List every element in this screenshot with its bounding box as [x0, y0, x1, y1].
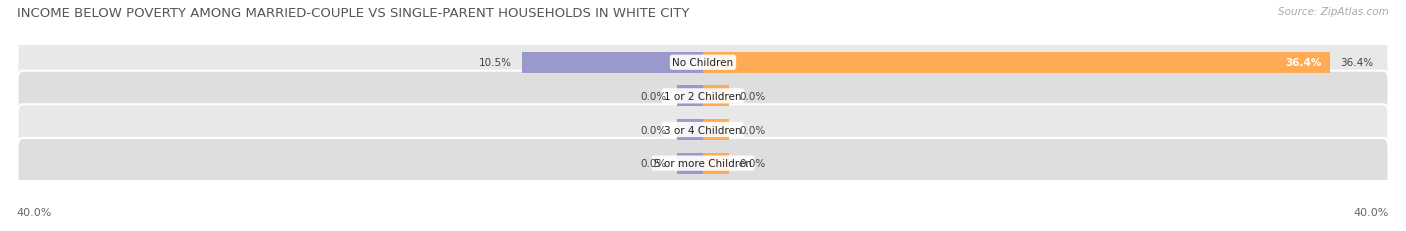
Bar	[703, 53, 1330, 73]
Text: 0.0%: 0.0%	[740, 158, 765, 168]
Text: 1 or 2 Children: 1 or 2 Children	[664, 91, 742, 101]
Text: 3 or 4 Children: 3 or 4 Children	[664, 125, 742, 135]
FancyBboxPatch shape	[17, 138, 1389, 188]
Bar	[678, 153, 703, 174]
Bar	[703, 153, 728, 174]
Bar	[678, 86, 703, 107]
Text: Source: ZipAtlas.com: Source: ZipAtlas.com	[1278, 7, 1389, 17]
Text: 36.4%: 36.4%	[1285, 58, 1322, 68]
FancyBboxPatch shape	[17, 105, 1389, 155]
Bar	[703, 120, 728, 140]
Text: 36.4%: 36.4%	[1340, 58, 1374, 68]
Bar	[522, 53, 703, 73]
Text: No Children: No Children	[672, 58, 734, 68]
Text: 40.0%: 40.0%	[1354, 207, 1389, 217]
Bar	[703, 86, 728, 107]
Text: 10.5%: 10.5%	[479, 58, 512, 68]
Text: 0.0%: 0.0%	[740, 125, 765, 135]
Text: 0.0%: 0.0%	[740, 91, 765, 101]
Text: INCOME BELOW POVERTY AMONG MARRIED-COUPLE VS SINGLE-PARENT HOUSEHOLDS IN WHITE C: INCOME BELOW POVERTY AMONG MARRIED-COUPL…	[17, 7, 689, 20]
Text: 40.0%: 40.0%	[17, 207, 52, 217]
Text: 5 or more Children: 5 or more Children	[654, 158, 752, 168]
Bar	[678, 120, 703, 140]
Text: 0.0%: 0.0%	[641, 125, 666, 135]
Text: 0.0%: 0.0%	[641, 91, 666, 101]
FancyBboxPatch shape	[17, 71, 1389, 122]
FancyBboxPatch shape	[17, 38, 1389, 88]
Text: 0.0%: 0.0%	[641, 158, 666, 168]
